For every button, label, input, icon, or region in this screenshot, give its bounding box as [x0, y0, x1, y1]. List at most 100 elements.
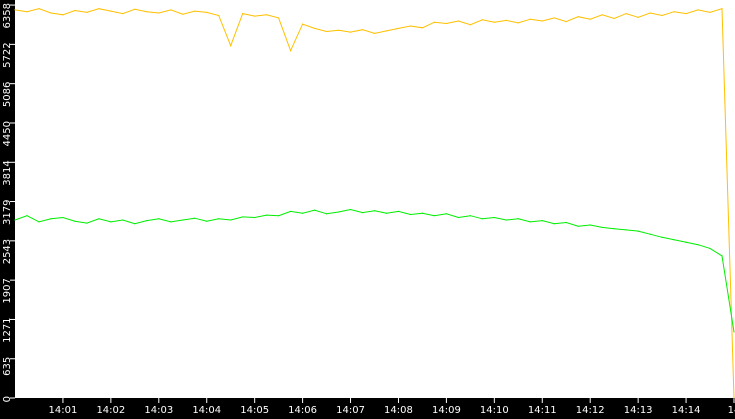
data-point — [433, 215, 436, 217]
data-point — [637, 230, 639, 232]
data-point — [517, 218, 519, 220]
data-point — [194, 217, 196, 219]
data-point — [517, 22, 519, 24]
data-point — [661, 14, 663, 17]
data-point — [313, 27, 316, 30]
data-point — [661, 236, 663, 238]
data-point — [146, 11, 148, 13]
data-point — [38, 8, 40, 10]
data-point — [481, 19, 483, 21]
y-tick-label: 5086 — [2, 82, 13, 107]
x-tick-label: 14:09 — [432, 405, 461, 415]
data-point — [98, 218, 100, 220]
y-tick-label: 635 — [2, 357, 13, 376]
data-point — [134, 8, 136, 10]
data-point — [685, 241, 687, 243]
data-point — [709, 247, 711, 250]
data-point — [733, 331, 735, 333]
data-point — [613, 228, 615, 230]
data-point — [649, 12, 651, 14]
x-tick-label: 14:02 — [96, 405, 125, 415]
data-point — [589, 18, 591, 20]
data-point — [709, 11, 711, 13]
data-point — [254, 216, 256, 219]
data-point — [74, 9, 76, 12]
x-axis: 14:01 14:02 14:03 14:04 14:05 14:06 14:07 14:08… — [49, 398, 735, 416]
y-axis: 0 635 1271 1907 2543 3179 3814 4450 5086 5722 6358 — [2, 3, 15, 402]
data-point — [493, 216, 495, 219]
x-tick-label: 14 — [728, 405, 735, 415]
data-point — [14, 9, 16, 11]
x-tick-label: 14:07 — [336, 405, 365, 415]
y-tick-label: 1907 — [2, 278, 13, 303]
y-tick-label: 6358 — [2, 3, 13, 28]
data-point — [230, 45, 232, 47]
data-point — [146, 220, 148, 222]
data-point — [601, 14, 603, 16]
data-point — [457, 216, 459, 219]
data-point — [361, 29, 364, 31]
data-point — [697, 244, 699, 246]
plot-area — [15, 0, 735, 398]
data-point — [541, 20, 543, 22]
data-point — [421, 212, 424, 214]
data-point — [529, 18, 531, 20]
data-point — [349, 208, 352, 211]
data-point — [122, 12, 124, 15]
data-point — [254, 15, 256, 17]
data-point — [673, 239, 675, 241]
data-point — [397, 27, 400, 30]
data-point — [313, 209, 316, 211]
y-tick-label: 4450 — [2, 121, 13, 146]
data-point — [242, 12, 244, 15]
x-tick-label: 14:06 — [288, 405, 317, 415]
data-point — [541, 220, 543, 222]
data-point — [302, 23, 304, 25]
data-point — [697, 9, 699, 11]
data-point — [529, 221, 531, 223]
data-point — [349, 31, 352, 33]
data-point — [373, 210, 376, 212]
data-point — [409, 213, 412, 216]
data-point — [302, 212, 304, 214]
x-tick-label: 14:10 — [480, 405, 509, 415]
data-point — [170, 9, 172, 11]
data-point — [721, 8, 723, 10]
data-point — [649, 233, 651, 235]
data-point — [553, 17, 555, 19]
data-point — [577, 225, 579, 227]
data-point — [361, 211, 364, 214]
data-point — [278, 215, 280, 217]
data-point — [182, 219, 184, 221]
data-point — [230, 219, 232, 221]
data-point — [86, 222, 88, 224]
data-point — [26, 11, 28, 13]
data-point — [469, 24, 471, 26]
data-point — [337, 211, 340, 213]
data-point — [266, 14, 268, 16]
data-point — [98, 8, 100, 10]
data-point — [206, 220, 208, 222]
data-point — [26, 215, 28, 217]
data-point — [565, 221, 567, 224]
y-tick-label: 2543 — [2, 239, 13, 264]
data-point — [613, 17, 615, 20]
data-point — [266, 214, 268, 216]
y-tick-label: 1271 — [2, 317, 13, 342]
y-tick-label: 0 — [2, 396, 13, 402]
data-point — [110, 221, 112, 223]
data-point — [325, 213, 328, 215]
data-point — [625, 12, 627, 15]
data-point — [62, 14, 64, 16]
data-point — [625, 229, 627, 231]
data-point — [409, 25, 412, 27]
data-point — [50, 12, 52, 14]
x-tick-label: 14:11 — [528, 405, 557, 415]
data-point — [86, 11, 88, 13]
x-tick-label: 14:05 — [240, 405, 269, 415]
data-point — [50, 218, 52, 220]
data-point — [673, 11, 675, 13]
data-point — [74, 220, 76, 222]
data-point — [290, 210, 292, 212]
data-point — [170, 221, 172, 223]
